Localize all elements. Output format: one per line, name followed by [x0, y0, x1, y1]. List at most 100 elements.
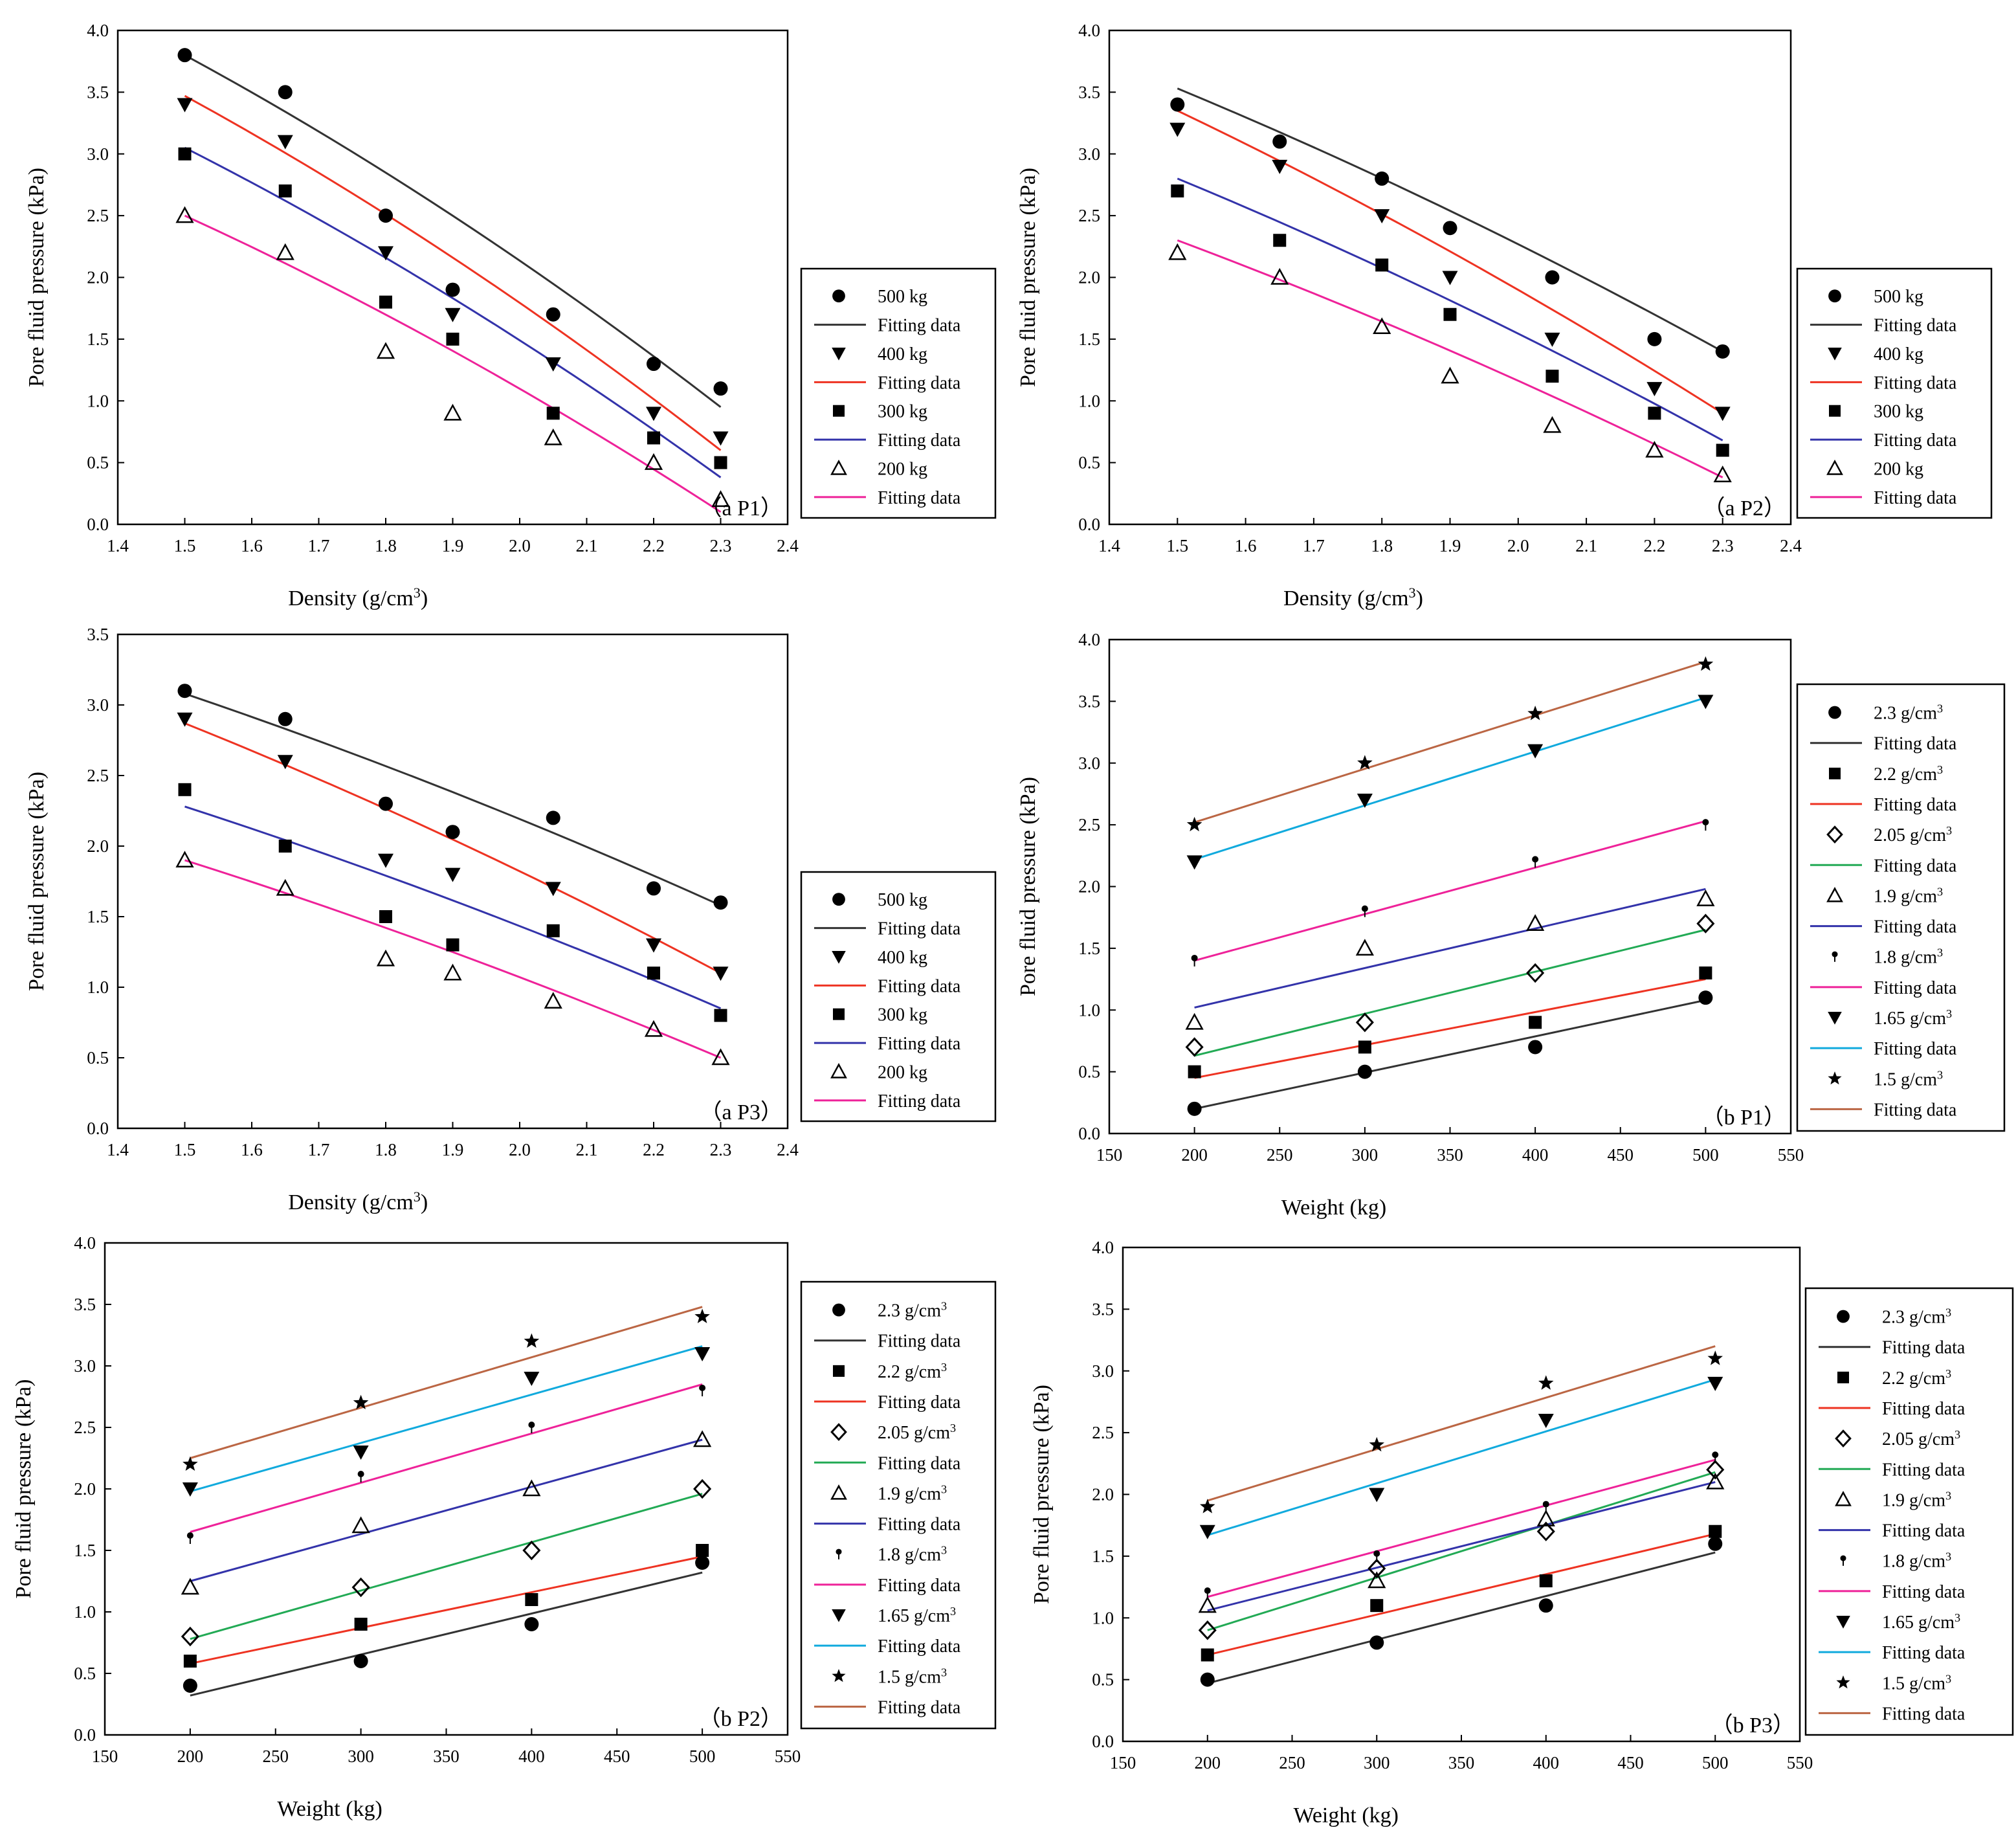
- x-tick-label: 500: [1692, 1145, 1719, 1165]
- legend-marker-4: [830, 460, 847, 475]
- data-point-4-7: [711, 1048, 730, 1066]
- x-tick-label: 300: [348, 1747, 374, 1766]
- data-point-2-1: [1169, 122, 1186, 137]
- data-point-5-4: [1712, 1451, 1719, 1464]
- data-point-2-3: [1529, 1016, 1542, 1029]
- panel-label: （b P2）: [699, 1706, 782, 1731]
- fitting-line-3: [1177, 177, 1723, 441]
- legend-fit-label-4: Fitting data: [1874, 488, 1957, 508]
- legend-label-3: 300 kg: [878, 1005, 927, 1025]
- data-point-2-1: [177, 98, 193, 113]
- y-tick-label: 0.5: [87, 453, 109, 473]
- x-tick-label: 1.4: [107, 536, 129, 555]
- data-point-4-1: [175, 851, 194, 868]
- x-tick-label: 2.4: [777, 1140, 799, 1159]
- y-tick-label: 1.5: [87, 330, 109, 349]
- data-point-1-3: [1375, 171, 1390, 186]
- data-point-3-7: [714, 456, 727, 469]
- data-point-1-2: [1272, 134, 1287, 149]
- legend-fit-label-1: Fitting data: [878, 316, 961, 336]
- fitting-line-4: [1194, 888, 1706, 1009]
- data-point-1-3: [1538, 1598, 1553, 1613]
- fitting-line-2: [1177, 109, 1723, 414]
- legend-box: [800, 267, 997, 519]
- data-point-1-5: [546, 810, 560, 825]
- data-point-4-3: [522, 1479, 541, 1497]
- legend-label-3: 2.05 g/cm3: [878, 1422, 956, 1443]
- panel-label: （a P1）: [700, 496, 783, 520]
- legend-marker-2: [833, 1365, 845, 1377]
- x-tick-label: 400: [518, 1747, 545, 1766]
- data-point-4-7: [711, 490, 730, 508]
- legend-marker-4: [830, 1484, 847, 1500]
- legend-label-7: 1.5 g/cm3: [1874, 1068, 1943, 1089]
- x-tick-label: 350: [1437, 1145, 1463, 1165]
- legend-label-2: 400 kg: [878, 344, 927, 364]
- legend-label-5: 1.8 g/cm3: [1874, 946, 1943, 968]
- x-tick-label: 250: [1267, 1145, 1293, 1165]
- legend-marker-3: [1835, 1429, 1852, 1448]
- legend-fit-label-1: Fitting data: [1874, 734, 1957, 754]
- y-tick-label: 4.0: [1078, 21, 1100, 40]
- data-point-1-2: [278, 711, 293, 726]
- fitting-line-1: [1207, 1551, 1716, 1684]
- x-tick-label: 2.2: [643, 1140, 665, 1159]
- chart-panel-1: 0.0 0.5 1.0 1.5 2.0 2.5 3.0 3.5 4.0 1.4 1.5 1.6 1.7 1…: [25, 21, 997, 610]
- y-axis-title: Pore fluid pressure (kPa): [12, 1379, 36, 1599]
- legend-label-2: 2.2 g/cm3: [1874, 763, 1943, 785]
- legend-fit-label-5: Fitting data: [878, 1576, 961, 1596]
- legend-label-6: 1.65 g/cm3: [1882, 1611, 1960, 1633]
- data-point-2-2: [1358, 1040, 1371, 1054]
- legend-marker-1: [832, 289, 845, 303]
- y-tick-label: 0.0: [74, 1725, 96, 1745]
- data-point-4-3: [1526, 914, 1545, 931]
- y-tick-label: 0.0: [1078, 515, 1100, 534]
- data-point-3-1: [1198, 1620, 1217, 1640]
- x-tick-label: 1.4: [1098, 536, 1120, 555]
- legend-label-1: 2.3 g/cm3: [1882, 1306, 1951, 1328]
- x-axis-title: Weight (kg): [277, 1797, 382, 1821]
- legend-label-1: 500 kg: [878, 890, 927, 910]
- data-point-2-1: [177, 712, 193, 727]
- fitting-line-4: [190, 1438, 703, 1582]
- x-tick-label: 300: [1364, 1753, 1390, 1772]
- data-point-2-7: [713, 966, 729, 981]
- y-tick-label: 1.0: [74, 1602, 96, 1622]
- data-point-1-4: [695, 1556, 710, 1570]
- data-point-4-4: [1441, 366, 1459, 384]
- data-point-4-3: [1373, 317, 1391, 335]
- data-point-5-2: [357, 1471, 364, 1482]
- data-point-3-2: [1355, 1012, 1374, 1033]
- x-tick-label: 150: [1096, 1145, 1123, 1165]
- fitting-line-5: [190, 1383, 703, 1533]
- data-point-2-3: [525, 1593, 538, 1606]
- x-tick-label: 550: [1787, 1753, 1813, 1772]
- legend-fit-label-3: Fitting data: [1874, 430, 1957, 451]
- data-point-1-4: [445, 825, 460, 840]
- legend-fit-label-1: Fitting data: [878, 1332, 961, 1352]
- data-point-4-6: [1645, 440, 1664, 458]
- fitting-line-6: [190, 1345, 703, 1493]
- data-point-3-4: [446, 332, 460, 346]
- x-tick-label: 1.4: [107, 1140, 129, 1159]
- plot-frame: [1122, 1246, 1801, 1743]
- data-point-1-2: [1369, 1635, 1384, 1650]
- data-point-3-6: [647, 966, 660, 980]
- data-point-4-6: [644, 1020, 663, 1037]
- data-point-5-1: [1191, 954, 1198, 966]
- data-point-7-4: [694, 1308, 710, 1323]
- y-tick-label: 0.5: [1078, 453, 1100, 473]
- data-point-2-5: [545, 882, 561, 897]
- fitting-line-1: [184, 693, 722, 906]
- data-point-3-4: [1443, 307, 1457, 321]
- x-tick-label: 1.9: [442, 1140, 464, 1159]
- fitting-line-4: [1177, 239, 1723, 478]
- legend-marker-1: [832, 893, 845, 906]
- x-tick-label: 400: [1533, 1753, 1560, 1772]
- y-tick-label: 3.0: [87, 695, 109, 715]
- data-point-2-7: [1714, 407, 1731, 421]
- data-point-6-1: [1186, 855, 1202, 870]
- y-tick-label: 1.5: [1092, 1547, 1114, 1566]
- data-point-1-1: [1187, 1101, 1202, 1116]
- legend-fit-label-2: Fitting data: [1874, 795, 1957, 815]
